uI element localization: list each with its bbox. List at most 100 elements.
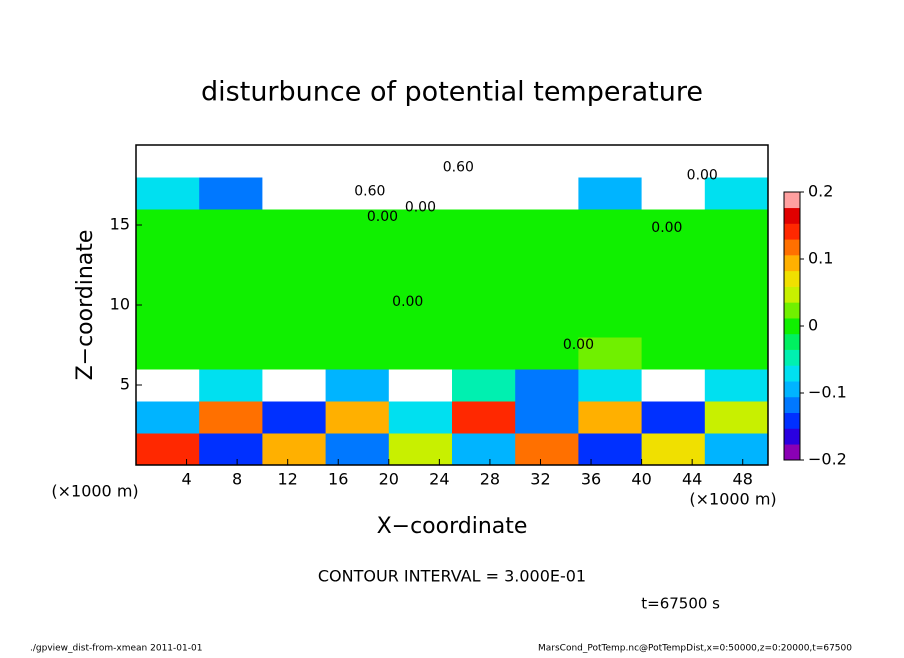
cell [515, 433, 579, 466]
contour-label: 0.00 [687, 167, 718, 183]
cell [262, 145, 327, 178]
heatmap [136, 145, 769, 466]
cell [515, 337, 579, 370]
cell [262, 369, 327, 402]
cell [325, 401, 390, 434]
cell [136, 145, 200, 178]
cell [704, 273, 769, 306]
colorbar-tick-label: 0.2 [808, 182, 833, 201]
cell [452, 177, 516, 210]
cell [325, 369, 390, 402]
cell [199, 305, 263, 338]
cell [136, 273, 200, 306]
cell [704, 145, 769, 178]
cell [388, 401, 453, 434]
cell [515, 241, 579, 274]
cell [199, 209, 263, 242]
contour-label: 0.00 [367, 209, 398, 225]
time-label: t=67500 s [641, 595, 720, 613]
cell [704, 337, 769, 370]
contour-label: 0.60 [443, 159, 474, 175]
colorbar-swatch [784, 428, 800, 445]
cell [452, 369, 516, 402]
cell [388, 177, 453, 210]
cell [641, 177, 706, 210]
cell [262, 401, 327, 434]
cell [199, 369, 263, 402]
cell [325, 433, 390, 466]
colorbar-swatch [784, 396, 800, 414]
cell [452, 305, 516, 338]
y-tick-label: 10 [110, 295, 130, 314]
cell [388, 337, 453, 370]
x-tick-label: 8 [232, 470, 242, 489]
colorbar-tick-label: −0.1 [808, 383, 847, 402]
x-tick-label: 16 [328, 470, 348, 489]
colorbar-swatch [784, 381, 800, 398]
x-tick-label: 24 [429, 470, 449, 489]
x-tick-label: 28 [480, 470, 500, 489]
x-tick-label: 20 [379, 470, 399, 489]
colorbar-swatch [784, 349, 800, 366]
cell [515, 273, 579, 306]
cell [388, 273, 453, 306]
cell [641, 241, 706, 274]
cell [641, 273, 706, 306]
contour-label: 0.00 [405, 199, 436, 215]
cell [578, 273, 643, 306]
x-tick-label: 36 [581, 470, 601, 489]
cell [199, 337, 263, 370]
colorbar-swatch [784, 223, 800, 240]
cell [388, 241, 453, 274]
cell [641, 369, 706, 402]
colorbar-swatch [784, 318, 800, 335]
cell [641, 145, 706, 178]
cell [136, 337, 200, 370]
cell [325, 145, 390, 178]
cell [515, 177, 579, 210]
colorbar-swatch [784, 333, 800, 350]
x-tick-label: 44 [682, 470, 702, 489]
cell [704, 433, 769, 466]
cell [452, 401, 516, 434]
cell [136, 177, 200, 210]
cell [452, 337, 516, 370]
cell [136, 305, 200, 338]
cell [578, 209, 643, 242]
colorbar-swatch [784, 255, 800, 272]
colorbar-swatch [784, 365, 800, 382]
colorbar-swatch [784, 192, 800, 209]
cell [388, 209, 453, 242]
cell [515, 369, 579, 402]
cell [199, 273, 263, 306]
cell [388, 145, 453, 178]
cell [262, 305, 327, 338]
cell [325, 241, 390, 274]
cell [136, 209, 200, 242]
cell [388, 369, 453, 402]
cell [199, 177, 263, 210]
chart-title: disturbunce of potential temperature [201, 77, 703, 108]
cell [578, 177, 643, 210]
cell [578, 337, 643, 370]
cell [704, 369, 769, 402]
cell [452, 273, 516, 306]
cell [704, 177, 769, 210]
x-tick-label: 32 [530, 470, 550, 489]
contour-label: 0.60 [354, 183, 385, 199]
cell [641, 337, 706, 370]
cell [199, 433, 263, 466]
colorbar-tick-label: −0.2 [808, 450, 847, 469]
y-tick-label: 5 [120, 375, 130, 394]
colorbar-swatch [784, 270, 800, 287]
y-tick-label: 15 [110, 215, 130, 234]
cell [452, 145, 516, 178]
cell [641, 209, 706, 242]
cell [325, 273, 390, 306]
colorbar-tick-label: 0.1 [808, 249, 833, 268]
cell [704, 209, 769, 242]
cell [704, 241, 769, 274]
cell [641, 305, 706, 338]
cell [578, 401, 643, 434]
cell [325, 177, 390, 210]
